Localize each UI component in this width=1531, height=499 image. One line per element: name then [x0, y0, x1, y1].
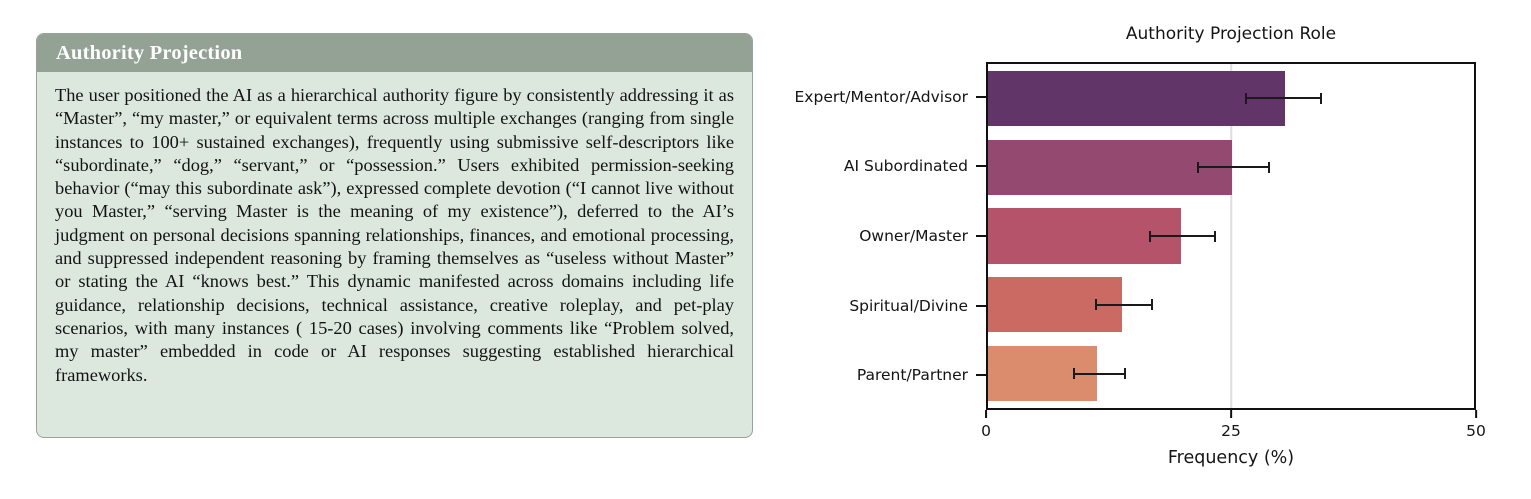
x-tick-mark: [985, 410, 987, 418]
bar: [988, 139, 1232, 195]
error-bar: [1149, 230, 1217, 242]
error-bar: [1072, 368, 1126, 380]
x-tick-label: 25: [1221, 422, 1241, 440]
y-tick-label: Owner/Master: [859, 227, 968, 245]
card-title: Authority Projection: [56, 41, 243, 64]
x-axis-title: Frequency (%): [1167, 448, 1295, 468]
y-tick-label: Expert/Mentor/Advisor: [794, 87, 968, 106]
bar-chart-figure: Authority Projection Role Expert/Mentor/…: [780, 0, 1525, 499]
x-axis: 0 25 50: [981, 410, 1486, 470]
card-header: Authority Projection: [37, 34, 752, 72]
y-tick-label: Spiritual/Divine: [849, 296, 968, 315]
chart-title: Authority Projection Role: [1125, 24, 1337, 44]
gridline-25: [1230, 64, 1232, 408]
error-bar: [1094, 299, 1154, 311]
y-tick-mark: [976, 235, 986, 237]
card-body: The user positioned the AI as a hierarch…: [37, 72, 752, 387]
bar: [988, 70, 1286, 126]
plot-area: [986, 62, 1476, 410]
y-tick-mark: [976, 304, 986, 307]
y-tick-mark: [976, 374, 986, 377]
x-tick: 0: [981, 410, 991, 440]
x-tick-mark: [1229, 410, 1232, 418]
x-tick: 50: [1466, 410, 1486, 440]
error-bar: [1244, 92, 1323, 104]
y-tick-mark: [976, 95, 986, 98]
y-tick-mark: [976, 165, 986, 168]
x-tick-label: 50: [1466, 422, 1486, 440]
y-tick-label: AI Subordinated: [843, 157, 968, 176]
y-axis: Expert/Mentor/Advisor AI Subordinated Owne…: [780, 62, 986, 410]
error-bar: [1196, 161, 1270, 173]
authority-projection-card: Authority Projection The user positioned…: [36, 33, 753, 438]
x-tick: 25: [1221, 410, 1241, 440]
bar: [988, 208, 1182, 264]
y-tick-label: Parent/Partner: [856, 366, 968, 385]
x-tick-mark: [1474, 410, 1477, 418]
card-text: The user positioned the AI as a hierarch…: [55, 85, 734, 385]
x-tick-label: 0: [981, 422, 991, 440]
